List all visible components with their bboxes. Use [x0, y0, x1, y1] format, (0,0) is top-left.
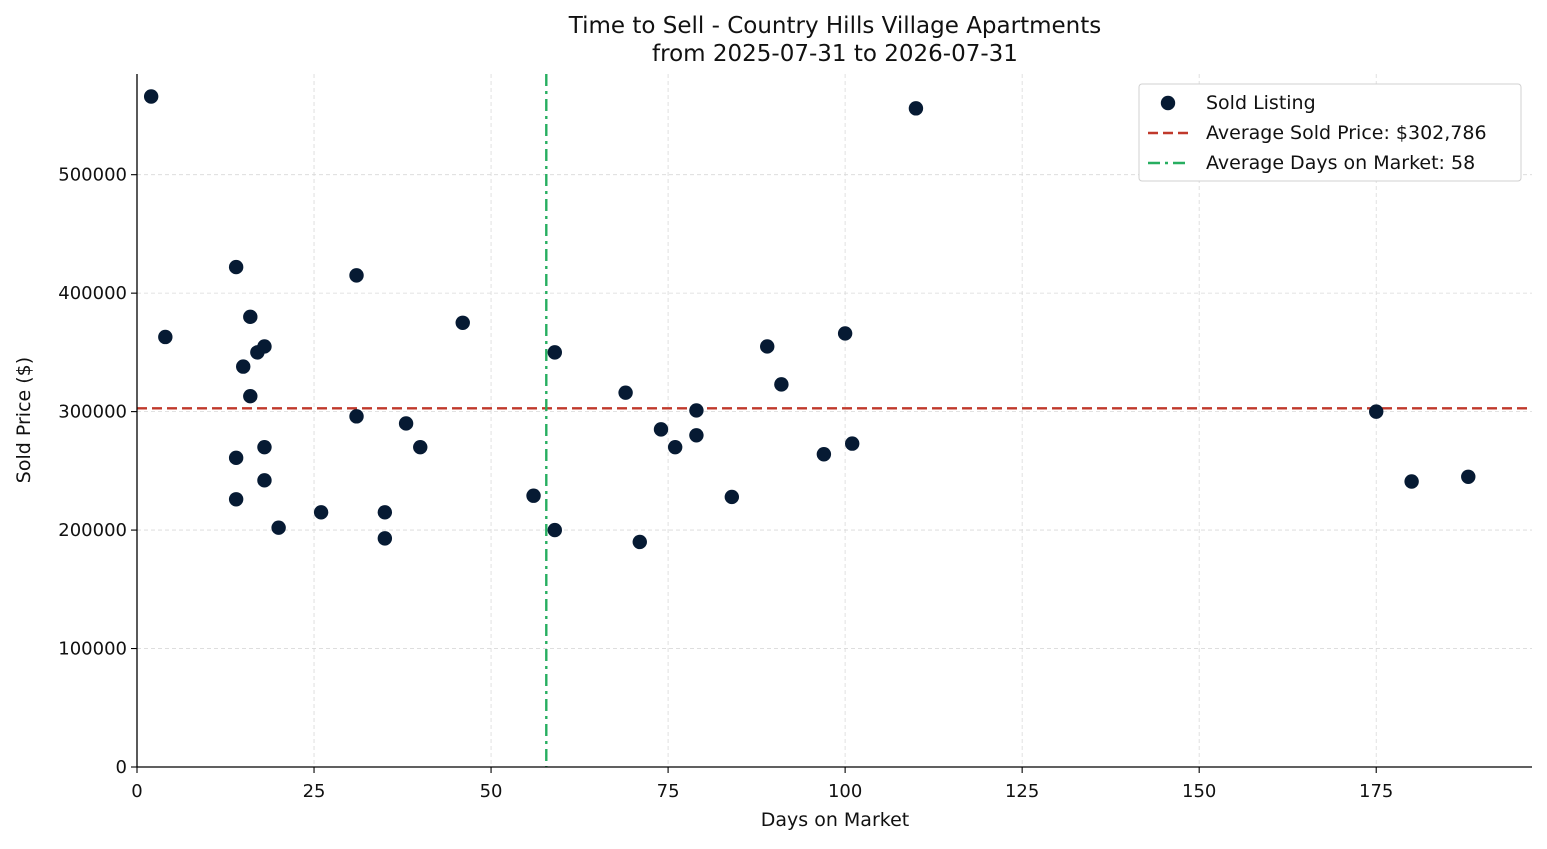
data-point: [243, 389, 258, 404]
y-tick-label: 100000: [58, 639, 127, 660]
data-point: [349, 409, 364, 424]
points-layer: [143, 89, 1476, 550]
data-point: [618, 385, 633, 400]
y-tick-label: 0: [116, 757, 127, 778]
data-point: [228, 492, 244, 507]
reference-lines-layer: [137, 74, 1532, 767]
data-point: [377, 505, 393, 520]
data-point: [413, 439, 428, 455]
x-tick-label: 150: [1182, 781, 1216, 802]
legend-average-price-label: Average Sold Price: $302,786: [1206, 122, 1487, 144]
data-point: [689, 428, 704, 443]
legend-sold-listing-label: Sold Listing: [1206, 92, 1316, 114]
chart-title-line-1: Time to Sell - Country Hills Village Apa…: [568, 13, 1101, 39]
data-point: [1404, 474, 1419, 489]
data-point: [1461, 469, 1476, 484]
y-axis-label: Sold Price ($): [13, 357, 35, 483]
data-point: [526, 488, 541, 503]
x-axis-label: Days on Market: [761, 809, 909, 831]
x-tick-label: 25: [303, 781, 326, 802]
data-point: [257, 439, 272, 455]
data-point: [398, 416, 414, 431]
data-point: [653, 422, 669, 437]
data-point: [547, 345, 562, 360]
data-point: [845, 436, 860, 451]
legend-average-days-label: Average Days on Market: 58: [1206, 152, 1475, 174]
chart-title-line-2: from 2025-07-31 to 2026-07-31: [652, 41, 1018, 67]
data-point: [774, 377, 789, 392]
y-tick-label: 500000: [58, 165, 127, 186]
data-point: [236, 359, 251, 374]
data-point: [158, 329, 173, 345]
x-tick-label: 125: [1005, 781, 1039, 802]
y-tick-label: 400000: [58, 283, 127, 304]
axis-layer: 0 25 50 75 100 125 150 175 0 100000 200000 300000 40…: [58, 74, 1532, 802]
x-tick-label: 50: [480, 781, 503, 802]
data-point: [547, 522, 562, 538]
data-point: [632, 534, 647, 550]
data-point: [760, 339, 775, 354]
data-point: [349, 268, 364, 283]
x-tick-label: 75: [657, 781, 680, 802]
data-point: [257, 339, 272, 354]
data-point: [837, 326, 853, 341]
data-point: [228, 259, 244, 275]
data-point: [689, 403, 704, 418]
y-tick-label: 300000: [58, 402, 127, 423]
data-point: [243, 309, 258, 325]
data-point: [377, 531, 393, 546]
data-point: [816, 447, 832, 462]
data-point: [908, 101, 924, 116]
legend-box: [1138, 83, 1522, 182]
legend-sold-listing-marker: [1160, 95, 1176, 111]
x-tick-label: 100: [828, 781, 862, 802]
x-tick-label: 175: [1359, 781, 1393, 802]
data-point: [257, 473, 272, 488]
data-point: [271, 520, 286, 535]
data-point: [143, 89, 159, 104]
data-point: [313, 505, 329, 520]
data-point: [455, 315, 470, 330]
data-point: [667, 439, 683, 455]
data-point: [724, 489, 740, 505]
legend: Sold Listing Average Sold Price: $302,78…: [1138, 83, 1522, 182]
x-tick-label: 0: [131, 781, 142, 802]
data-point: [228, 450, 244, 466]
data-point: [1369, 404, 1384, 419]
y-tick-label: 200000: [58, 520, 127, 541]
